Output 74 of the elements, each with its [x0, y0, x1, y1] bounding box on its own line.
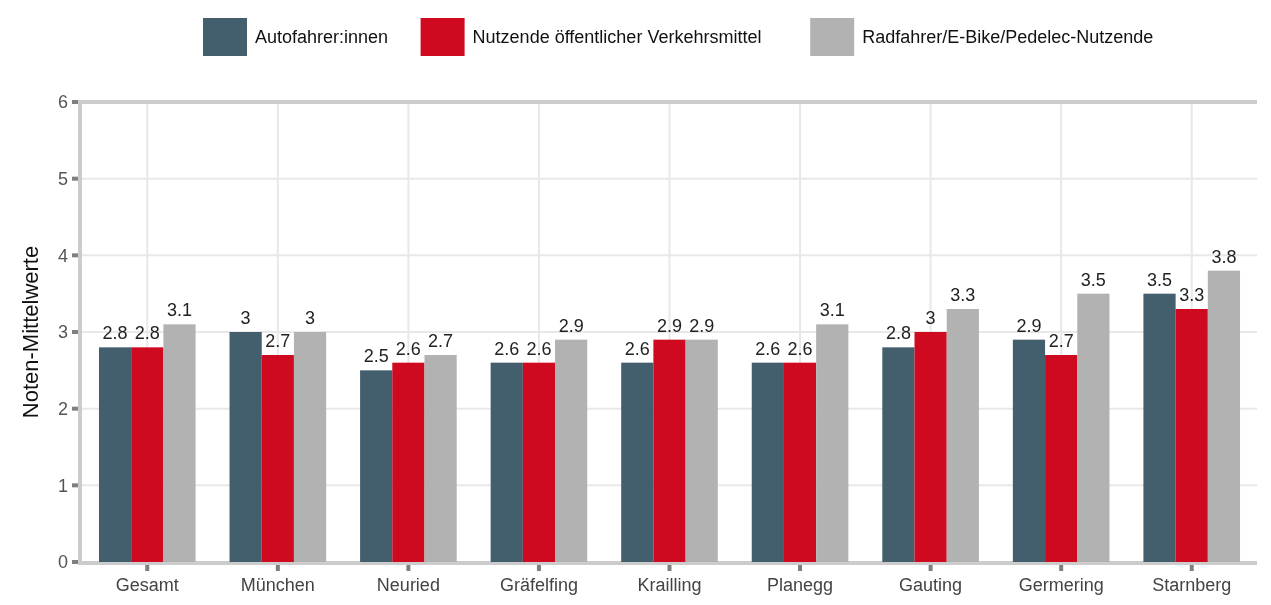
bar: [1143, 293, 1176, 562]
x-tick-label: Gräfelfing: [499, 575, 578, 595]
bar: [1077, 293, 1110, 562]
x-tick-label: Neuried: [376, 575, 440, 595]
x-tick-label: Gauting: [899, 575, 963, 595]
bar: [653, 339, 686, 562]
bar: [522, 362, 556, 562]
data-label: 3.8: [1211, 246, 1237, 267]
bar: [293, 332, 327, 562]
y-tick-label: 3: [57, 322, 68, 343]
x-tick-label: Gesamt: [115, 575, 179, 595]
data-label: 2.9: [656, 315, 683, 336]
data-label: 3.5: [1147, 269, 1173, 290]
bar: [261, 355, 294, 562]
legend-label: Nutzende öffentlicher Verkehrsmittel: [472, 27, 762, 47]
bar: [555, 339, 588, 562]
x-tick-label: Germering: [1018, 575, 1104, 595]
y-tick-label: 1: [57, 475, 68, 496]
data-label: 2.6: [395, 338, 421, 359]
data-label: 2.6: [494, 338, 520, 359]
bar: [751, 362, 784, 562]
x-tick-label: Planegg: [767, 575, 834, 595]
data-label: 3.5: [1080, 269, 1106, 290]
data-label: 2.8: [134, 323, 160, 344]
data-label: 2.8: [102, 323, 128, 344]
y-tick-label: 5: [57, 168, 68, 189]
bar: [392, 362, 425, 562]
data-label: 2.5: [363, 346, 389, 367]
bar: [1012, 339, 1046, 562]
data-label: 3.3: [1179, 285, 1205, 305]
bar: [424, 355, 457, 562]
bar: [1045, 355, 1078, 562]
data-label: 2.9: [689, 315, 715, 336]
legend-label: Radfahrer/E-Bike/Pedelec-Nutzende: [862, 27, 1154, 47]
legend-label: Autofahrer:innen: [255, 27, 389, 47]
x-tick-label: Starnberg: [1152, 575, 1232, 595]
bar: [685, 339, 718, 562]
y-tick-label: 2: [57, 398, 68, 419]
y-tick-label: 4: [57, 245, 68, 266]
data-label: 2.9: [558, 315, 584, 336]
data-label: 3: [925, 308, 936, 328]
y-tick-label: 6: [57, 92, 68, 113]
bar: [490, 362, 523, 562]
x-tick-label: Krailling: [637, 575, 702, 595]
data-label: 2.6: [526, 338, 552, 359]
bar: [946, 309, 979, 562]
bar: [914, 332, 947, 562]
data-label: 2.7: [1048, 331, 1074, 351]
bar: [229, 332, 262, 562]
bar: [1175, 309, 1208, 562]
data-label: 3: [305, 308, 316, 328]
bar: [1207, 270, 1241, 562]
data-label: 2.6: [755, 338, 781, 359]
bar: [360, 370, 393, 562]
bar: [131, 347, 164, 562]
y-axis-title: Noten-Mittelwerte: [18, 245, 43, 419]
bar: [783, 362, 817, 562]
x-tick-label: München: [240, 575, 315, 595]
bar: [882, 347, 915, 562]
y-tick-label: 0: [57, 552, 68, 573]
data-label: 2.7: [428, 331, 454, 351]
data-label: 2.8: [885, 323, 911, 344]
data-label: 3.1: [819, 300, 845, 321]
data-label: 3.3: [950, 285, 976, 305]
data-label: 2.9: [1016, 315, 1042, 336]
data-label: 3.1: [166, 300, 192, 321]
bar: [98, 347, 132, 562]
data-label: 2.7: [265, 331, 291, 351]
data-label: 3: [240, 308, 251, 328]
bar: [621, 362, 654, 562]
data-label: 2.6: [624, 338, 650, 359]
bar: [816, 324, 849, 562]
bar: [163, 324, 196, 562]
data-label: 2.6: [787, 338, 813, 359]
